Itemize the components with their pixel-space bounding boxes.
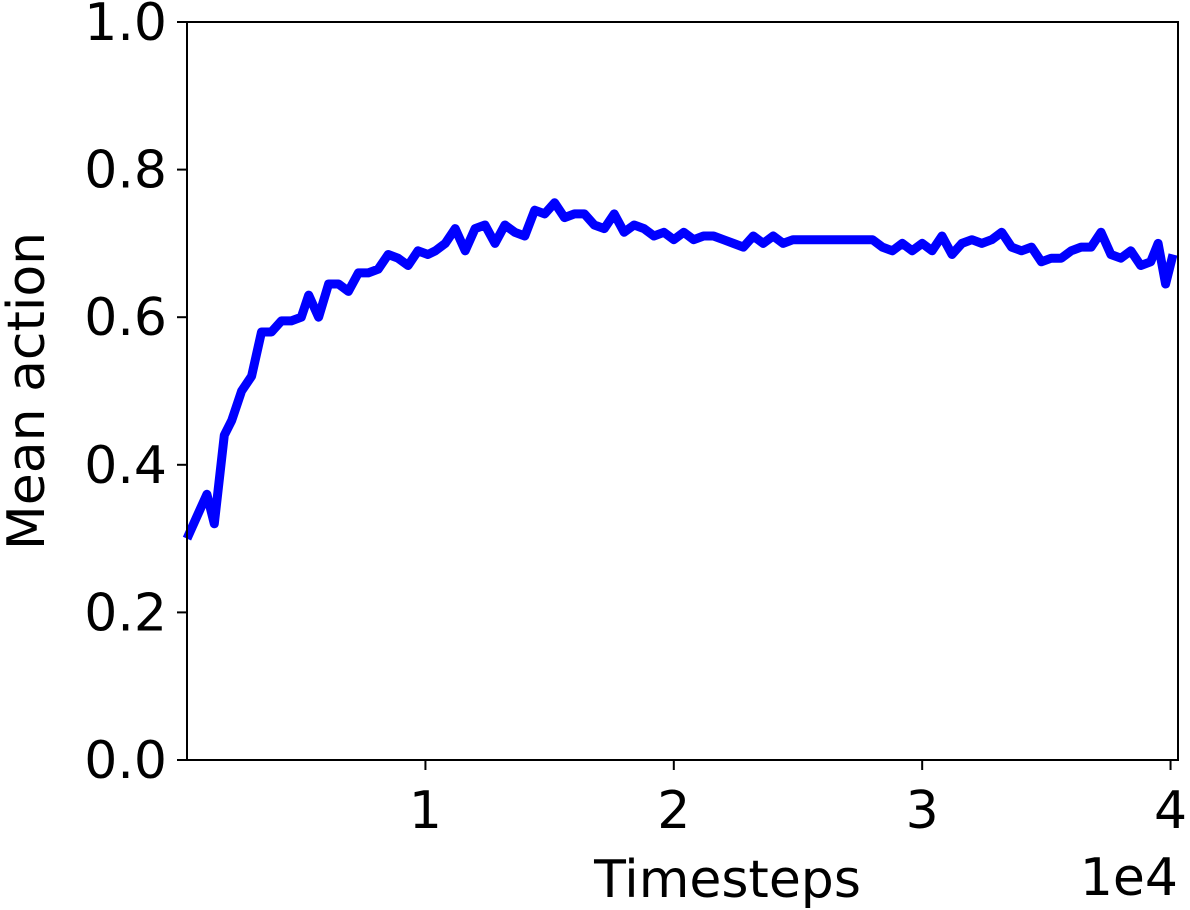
x-axis-offset-label: 1e4 (1080, 848, 1178, 908)
y-tick-label: 0.6 (84, 288, 167, 348)
plot-frame (186, 21, 1179, 761)
y-axis: 0.0 0.2 0.4 0.6 0.8 1.0 (84, 0, 187, 791)
x-axis: 1 2 3 4 (409, 760, 1187, 841)
y-tick-label: 0.8 (84, 141, 167, 201)
plot-layer (182, 198, 1178, 541)
series-line-0 (182, 198, 1178, 541)
x-tick-label: 3 (906, 781, 939, 841)
x-tick-label: 2 (657, 781, 690, 841)
y-tick-label: 0.0 (84, 731, 167, 791)
y-axis-label: Mean action (0, 232, 57, 550)
y-tick-label: 0.4 (84, 436, 167, 496)
x-tick-label: 4 (1154, 781, 1187, 841)
x-tick-label: 1 (409, 781, 442, 841)
x-axis-label: Timesteps (593, 850, 861, 910)
y-tick-label: 1.0 (84, 0, 167, 53)
y-tick-label: 0.2 (84, 583, 167, 643)
